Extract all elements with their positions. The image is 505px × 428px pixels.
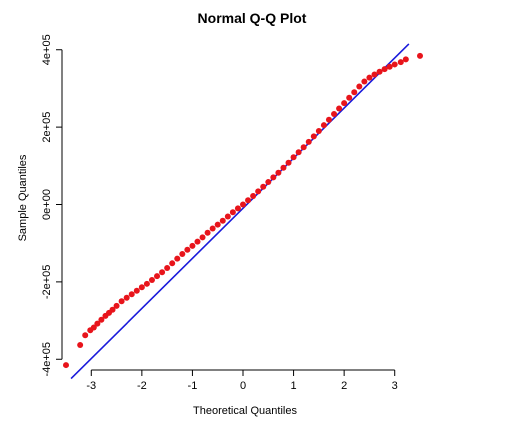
data-point (331, 110, 338, 117)
x-tick-label: 1 (291, 380, 297, 392)
data-point (397, 59, 404, 66)
y-tick-label: -4e+05 (41, 342, 53, 377)
data-point (255, 188, 262, 195)
data-point (417, 52, 423, 59)
data-point (189, 242, 196, 249)
data-point (90, 324, 97, 331)
data-point (174, 255, 181, 262)
data-point (356, 83, 363, 90)
data-point (224, 213, 231, 220)
data-point (381, 66, 388, 73)
data-point (214, 221, 221, 228)
data-point (265, 179, 272, 186)
data-point (275, 169, 282, 176)
y-tick-label: 4e+05 (41, 34, 53, 65)
y-tick-label: 2e+05 (41, 112, 53, 143)
chart-title: Normal Q-Q Plot (198, 10, 307, 26)
data-point (285, 159, 292, 166)
x-tick-label: -1 (188, 380, 198, 392)
data-point (109, 306, 116, 313)
data-point (77, 341, 84, 348)
reference-line (70, 43, 410, 380)
data-point (346, 94, 353, 101)
data-point (371, 71, 378, 78)
data-point (402, 56, 409, 63)
data-point (164, 264, 171, 271)
data-point (351, 89, 358, 96)
data-point (94, 320, 101, 327)
data-point (260, 183, 267, 190)
x-tick-label: 3 (392, 380, 398, 392)
y-axis-label: Sample Quantiles (17, 154, 29, 241)
x-tick-label: -3 (86, 380, 96, 392)
data-point (159, 269, 166, 276)
data-point (118, 298, 125, 305)
data-point (234, 205, 241, 212)
data-point (295, 149, 302, 156)
data-point (280, 164, 287, 171)
axes: -3 -2 -1 0 1 2 3 -4e+05 -2e+05 0e+00 2e+05 4e+05 (41, 34, 398, 392)
data-point (194, 238, 201, 245)
x-axis-label: Theoretical Quantiles (193, 405, 297, 417)
data-point (154, 273, 161, 280)
data-point (63, 362, 69, 369)
data-point (391, 61, 398, 68)
data-point (82, 332, 89, 339)
data-point (133, 287, 140, 294)
data-point (366, 74, 373, 81)
data-point (310, 133, 317, 140)
data-point (219, 217, 226, 224)
data-point (305, 138, 312, 145)
x-tick-label: -2 (137, 380, 147, 392)
data-point (113, 302, 120, 309)
data-point (98, 316, 105, 323)
points-group (63, 52, 423, 369)
y-tick-label: -2e+05 (41, 265, 53, 300)
data-point (143, 280, 150, 287)
data-point (179, 251, 186, 258)
data-point (199, 234, 206, 241)
data-point (128, 291, 135, 298)
data-point (138, 284, 145, 291)
data-point (325, 116, 332, 123)
data-point (250, 192, 257, 199)
x-tick-label: 0 (240, 380, 246, 392)
data-point (148, 276, 155, 283)
data-point (184, 246, 191, 253)
data-point (229, 209, 236, 216)
data-point (270, 174, 277, 181)
data-point (240, 201, 246, 208)
data-point (341, 100, 348, 107)
data-point (209, 225, 216, 232)
data-point (169, 260, 176, 267)
x-tick-label: 2 (341, 380, 347, 392)
data-point (123, 294, 130, 301)
data-point (204, 229, 211, 236)
data-point (245, 197, 252, 204)
reference-line-group (70, 43, 410, 380)
data-point (320, 122, 327, 129)
data-point (361, 78, 368, 85)
data-point (336, 105, 343, 112)
data-point (315, 127, 322, 134)
data-point (386, 63, 393, 70)
y-tick-label: 0e+00 (41, 189, 53, 220)
data-point (300, 144, 307, 151)
data-point (290, 154, 297, 161)
data-point (376, 68, 383, 75)
